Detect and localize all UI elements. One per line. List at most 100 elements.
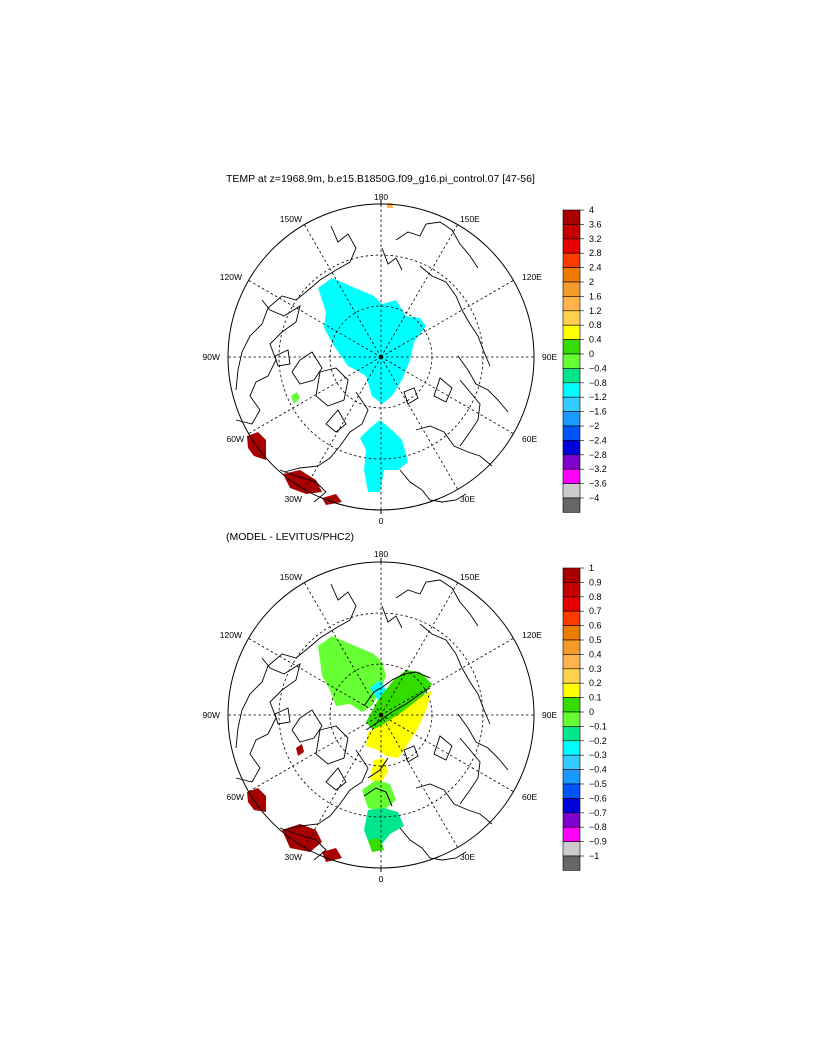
colorbar-swatch — [562, 483, 581, 499]
colorbar-swatch — [562, 682, 581, 698]
colorbar-tick-label: 0 — [589, 349, 594, 359]
lon-label-60w: 60W — [227, 434, 244, 444]
colorbar-tick-label: 0.2 — [589, 678, 602, 688]
colorbar-tick-label: −1 — [589, 851, 599, 861]
lon-label-60e: 60E — [522, 434, 537, 444]
colorbar-swatch — [562, 567, 581, 583]
colorbar-swatch — [562, 711, 581, 727]
colorbar-tick-label: 0.6 — [589, 621, 602, 631]
colorbar-swatch — [562, 697, 581, 713]
colorbar-tick-label: 0.9 — [589, 577, 602, 587]
colorbar-swatch — [562, 440, 581, 456]
colorbar-swatch — [562, 296, 581, 312]
colorbar-tick-label: 0.8 — [589, 592, 602, 602]
graticule — [228, 204, 534, 510]
coastlines — [235, 579, 509, 861]
colorbar-swatch — [562, 769, 581, 785]
colorbar-swatch — [562, 224, 581, 240]
colorbar: 4 3.6 3.2 2.8 2.4 2 1.6 1.2 0.8 0.4 0 −0.4 −0.8 −1.2 −… — [562, 205, 607, 513]
colorbar-tick-label: 3.6 — [589, 219, 602, 229]
colorbar-tick-label: −0.8 — [589, 378, 607, 388]
lon-label-90w: 90W — [203, 710, 220, 720]
colorbar-swatch — [562, 468, 581, 484]
colorbar-tick-label: 0.8 — [589, 320, 602, 330]
lon-label-0: 0 — [379, 874, 384, 884]
colorbar-tick-label: 1.2 — [589, 306, 602, 316]
colorbar-swatch — [562, 353, 581, 369]
colorbar-swatch — [562, 454, 581, 470]
lon-label-150w: 150W — [280, 214, 302, 224]
anomaly-field-darkred-2 — [282, 824, 322, 852]
colorbar-tick-label: −3.6 — [589, 479, 607, 489]
colorbar-tick-label: −0.1 — [589, 721, 607, 731]
lon-label-120w: 120W — [220, 630, 242, 640]
lon-label-180: 180 — [374, 549, 388, 559]
anomaly-field-cyan-2 — [360, 420, 408, 492]
colorbar-tick-label: −0.7 — [589, 808, 607, 818]
map-title: TEMP at z=1968.9m, b.e15.B1850G.f09_g16.… — [226, 173, 535, 185]
colorbar-tick-label: −1.2 — [589, 392, 607, 402]
colorbar-tick-label: 3.2 — [589, 234, 602, 244]
colorbar-tick-label: −0.8 — [589, 822, 607, 832]
colorbar-swatch — [562, 396, 581, 412]
colorbar-swatch — [562, 639, 581, 655]
anomaly-field-cyan — [318, 278, 426, 404]
anomaly-field-yellow — [366, 690, 432, 758]
map-title: (MODEL - LEVITUS/PHC2) — [226, 531, 354, 543]
colorbar-tick-label: 0.7 — [589, 606, 602, 616]
colorbar-swatch — [562, 238, 581, 254]
coastlines — [235, 221, 509, 503]
graticule — [228, 562, 534, 868]
colorbar-swatch — [562, 310, 581, 326]
anomaly-field-green-3 — [362, 780, 396, 812]
colorbar-swatch — [562, 668, 581, 684]
lon-label-180: 180 — [374, 192, 388, 202]
colorbar-swatch — [562, 654, 581, 670]
map-panel-temperature: TEMP at z=1968.9m, b.e15.B1850G.f09_g16.… — [203, 173, 607, 526]
lon-label-150e: 150E — [460, 214, 480, 224]
lon-label-60e: 60E — [522, 792, 537, 802]
colorbar-tick-label: 0.4 — [589, 649, 602, 659]
lon-label-90e: 90E — [542, 352, 557, 362]
colorbar-tick-label: 2 — [589, 277, 594, 287]
anomaly-field-green — [291, 392, 300, 404]
lon-label-30w: 30W — [285, 852, 302, 862]
colorbar-tick-label: 0.1 — [589, 693, 602, 703]
map-panel-difference: (MODEL - LEVITUS/PHC2) — [203, 531, 607, 884]
colorbar-swatch — [562, 368, 581, 384]
colorbar-tick-label: −2.4 — [589, 435, 607, 445]
colorbar-swatch — [562, 855, 581, 871]
colorbar-swatch — [562, 382, 581, 398]
colorbar-swatch — [562, 826, 581, 842]
colorbar-swatch — [562, 281, 581, 297]
colorbar-swatch — [562, 252, 581, 268]
colorbar-tick-label: 0 — [589, 707, 594, 717]
polar-map: 180 150E 120E 90E 60E 30E 0 30W 60W 90W … — [203, 549, 558, 884]
colorbar-swatch — [562, 267, 581, 283]
colorbar-tick-label: 2.8 — [589, 248, 602, 258]
colorbar: 1 0.9 0.8 0.7 0.6 0.5 0.4 0.3 0.2 0.1 0 −0.1 −0.2 −0.… — [562, 563, 607, 871]
lon-label-30e: 30E — [460, 494, 475, 504]
colorbar-swatch — [562, 625, 581, 641]
colorbar-swatch — [562, 740, 581, 756]
polar-map: 180 150E 120E 90E 60E 30E 0 30W 60W 90W … — [203, 192, 558, 526]
colorbar-swatch — [562, 324, 581, 340]
colorbar-swatch — [562, 582, 581, 598]
anomaly-field-green-4 — [368, 838, 384, 852]
lon-label-120w: 120W — [220, 272, 242, 282]
colorbar-tick-label: −0.2 — [589, 736, 607, 746]
colorbar-tick-label: 1 — [589, 563, 594, 573]
lon-label-120e: 120E — [522, 630, 542, 640]
lon-label-30w: 30W — [285, 494, 302, 504]
lon-label-0: 0 — [379, 516, 384, 526]
lon-label-60w: 60W — [227, 792, 244, 802]
colorbar-tick-label: −2.8 — [589, 450, 607, 460]
anomaly-field-darkred — [247, 788, 266, 812]
anomaly-field-cyan-4 — [364, 808, 404, 846]
colorbar-tick-label: −4 — [589, 493, 599, 503]
lon-label-120e: 120E — [522, 272, 542, 282]
lon-label-30e: 30E — [460, 852, 475, 862]
colorbar-tick-label: −1.6 — [589, 407, 607, 417]
colorbar-swatch — [562, 754, 581, 770]
colorbar-tick-label: −2 — [589, 421, 599, 431]
